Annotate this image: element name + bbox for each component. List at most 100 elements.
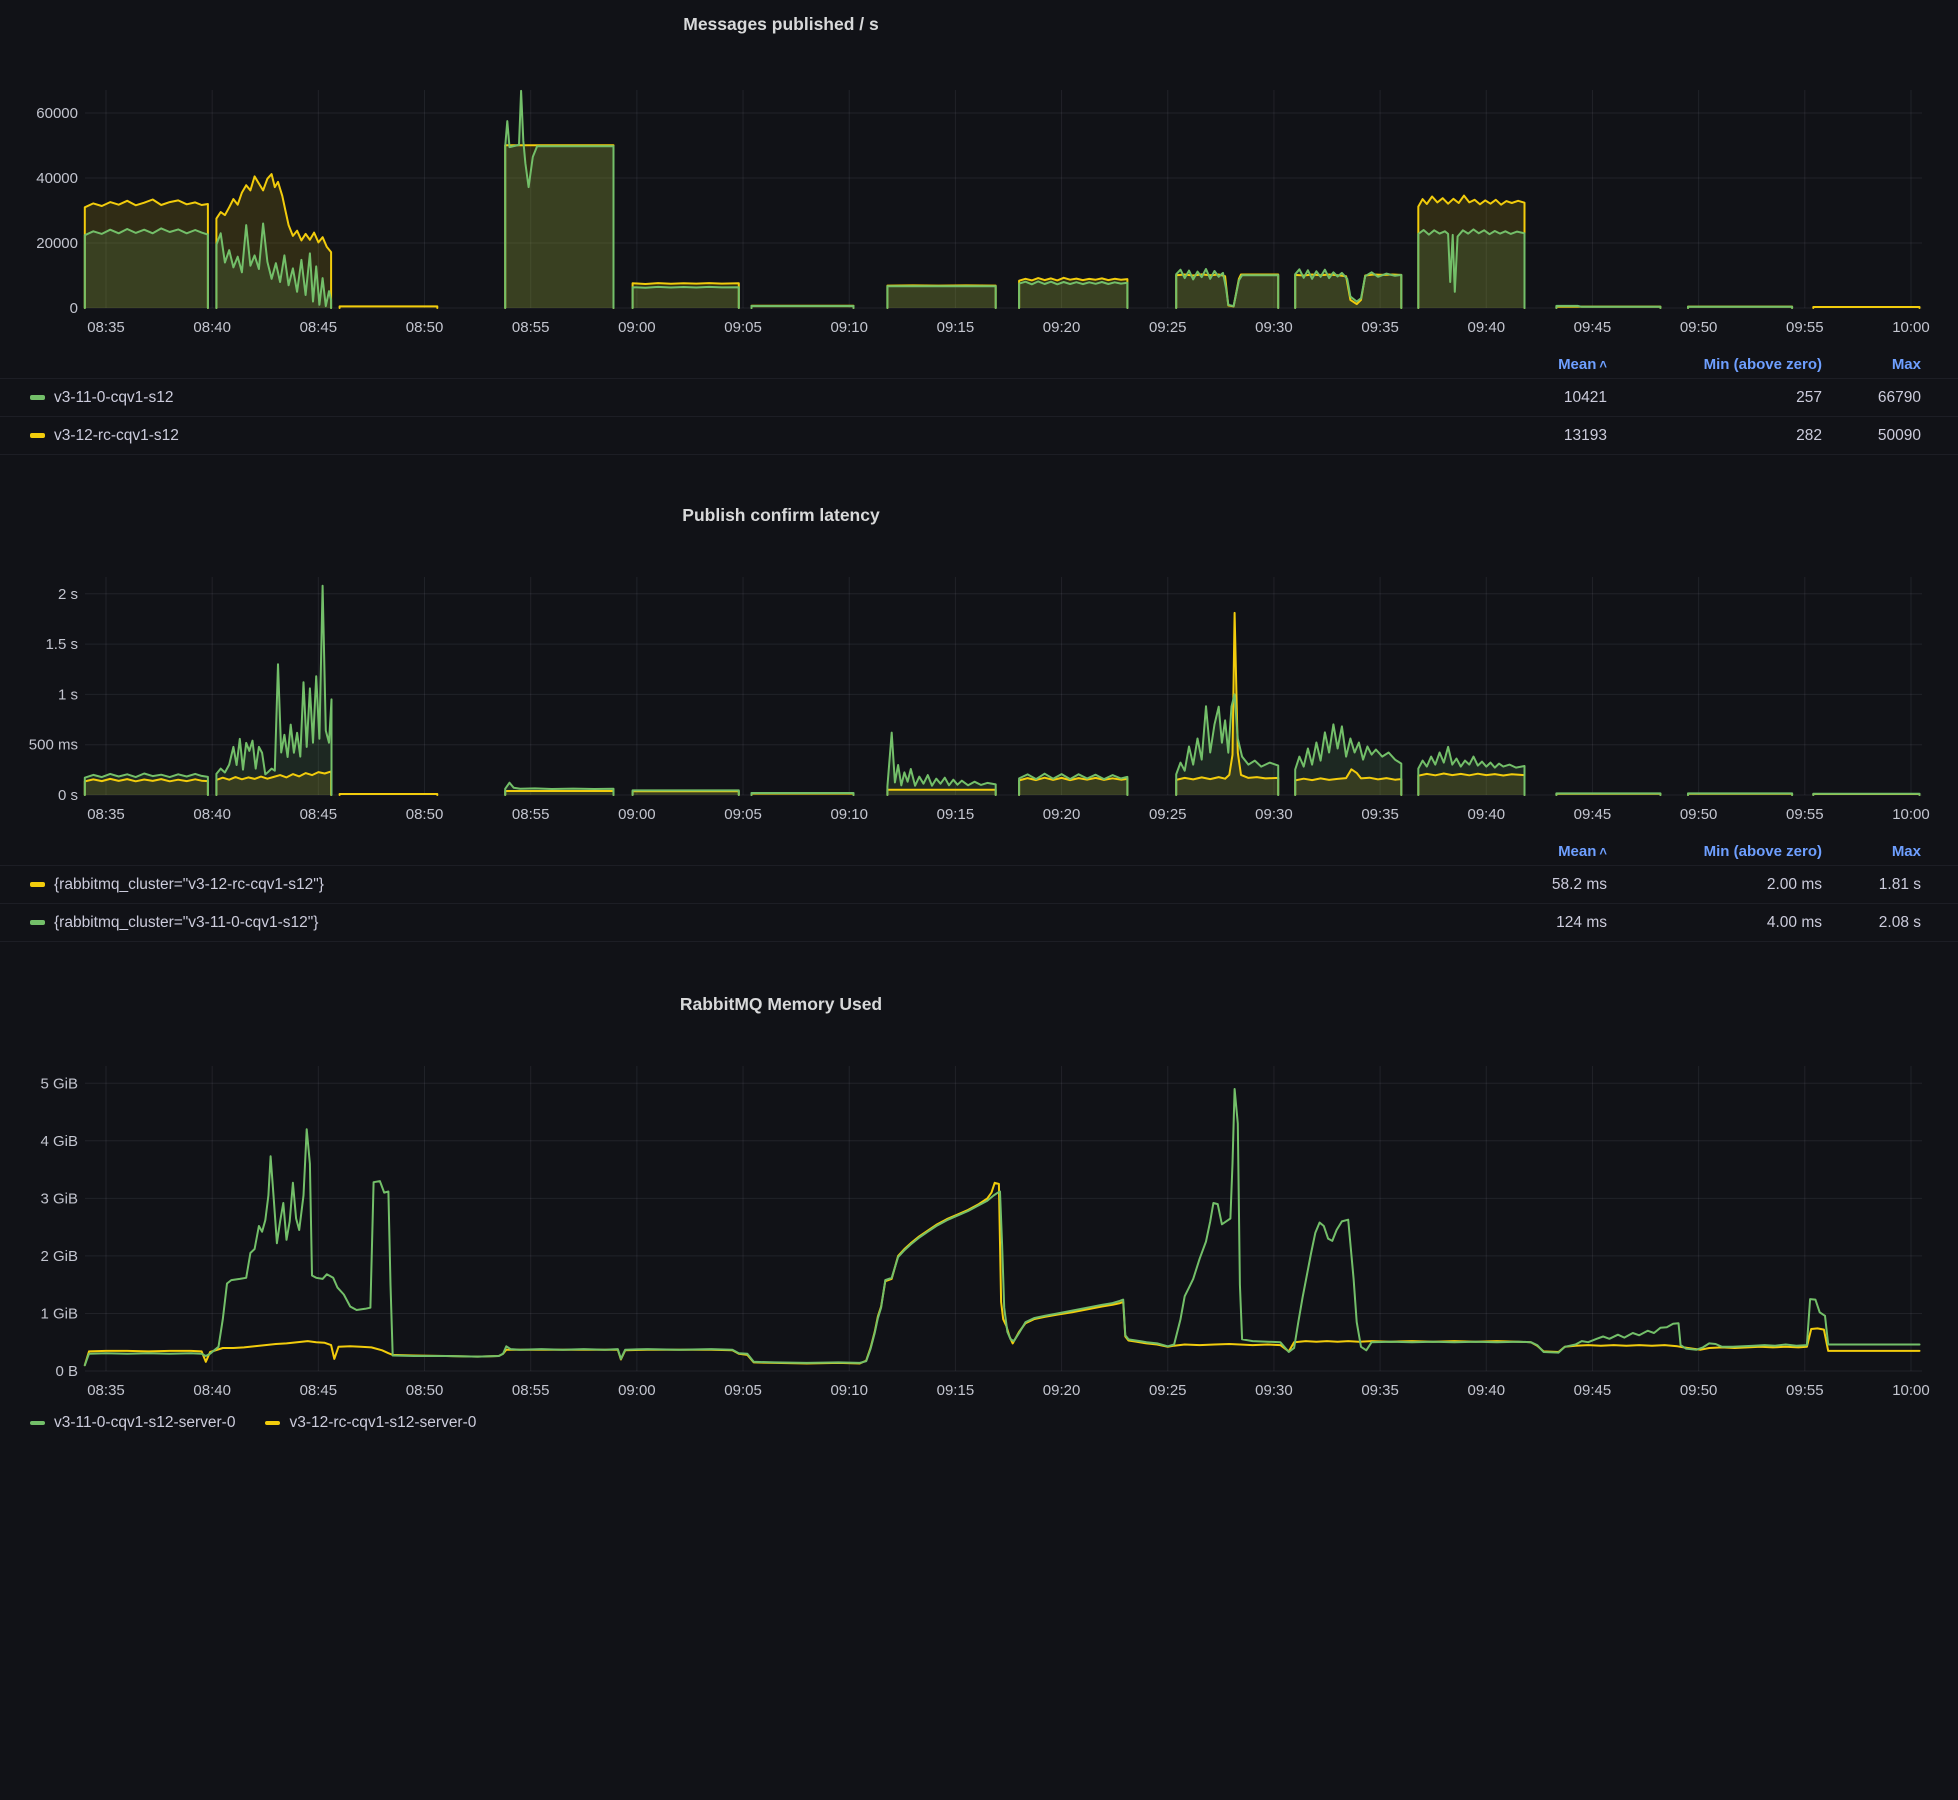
legend-value-max: 2.08 s [1878,913,1921,931]
x-tick-label: 09:00 [618,1382,656,1399]
series-line-v3-12-rc-cqv1-s12 [1417,194,1526,309]
legend-column-mean[interactable]: Mean ˄ [1558,355,1607,373]
x-tick-label: 10:00 [1892,1382,1930,1399]
x-tick-label: 09:50 [1680,1382,1718,1399]
x-tick-label: 08:35 [87,1382,125,1399]
series-fill-rabbitmq_cluster v3-12-rc-cqv1-s12 [84,778,208,795]
series-name: {rabbitmq_cluster="v3-11-0-cqv1-s12"} [54,913,319,931]
x-tick-label: 09:30 [1255,806,1293,823]
series-fill-rabbitmq_cluster v3-12-rc-cqv1-s12 [1295,769,1402,795]
series-line-rabbitmq_cluster v3-11-0-cqv1-s12 [215,584,333,796]
panel-title[interactable]: Publish confirm latency [682,505,880,525]
legend-series-label[interactable]: v3-11-0-cqv1-s12 [30,389,1447,407]
legend-table: Mean ˄ Min (above zero) Max {rabbitmq_cluste… [0,837,1958,942]
x-tick-label: 10:00 [1892,319,1930,336]
panel-title[interactable]: RabbitMQ Memory Used [679,994,883,1014]
series-line-rabbitmq_cluster v3-12-rc-cqv1-s12 [1175,611,1280,796]
x-tick-label: 09:45 [1574,806,1612,823]
y-tick-label: 60000 [36,105,78,122]
series-color-swatch [30,433,45,438]
series-line-rabbitmq_cluster v3-11-0-cqv1-s12 [631,789,740,796]
x-tick-label: 08:40 [193,319,231,336]
x-tick-label: 09:20 [1043,806,1081,823]
x-tick-label: 08:55 [512,806,550,823]
series-fill-v3-12-rc-cqv1-s12 [632,283,739,308]
legend-series-label[interactable]: v3-12-rc-cqv1-s12 [30,427,1447,445]
series-line-rabbitmq_cluster v3-11-0-cqv1-s12 [886,731,997,796]
series-line-v3-11-0-cqv1-s12 [631,285,740,309]
legend-item[interactable]: v3-12-rc-cqv1-s12-server-0 [265,1414,476,1432]
series-line-rabbitmq_cluster v3-11-0-cqv1-s12 [1812,792,1921,796]
series-line-v3-11-0-cqv1-s12 [215,222,333,309]
x-tick-label: 08:45 [300,1382,338,1399]
legend-column-max[interactable]: Max [1891,355,1921,373]
series-line-v3-11-0-cqv1-s12 [1175,268,1280,309]
x-tick-label: 09:40 [1468,319,1506,336]
series-color-swatch [30,1420,45,1426]
rabbitmq-memory-used-chart[interactable]: 0 B 1 GiB 2 GiB 3 GiB 4 GiB 5 GiB 08:35 08:40 08… [0,1044,1958,1402]
legend-value-min: 2.00 ms [1766,875,1822,893]
series-line-v3-12-rc-cqv1-s12 [338,305,439,309]
y-tick-label: 5 GiB [40,1075,78,1092]
x-tick-label: 09:45 [1574,1382,1612,1399]
y-tick-label: 2 GiB [40,1248,78,1265]
series-color-swatch [30,920,45,925]
legend-table: Mean ˄ Min (above zero) Max v3-11-0-cqv1-s12… [0,350,1958,455]
series-fill-rabbitmq_cluster v3-11-0-cqv1-s12 [216,585,332,795]
legend-row: {rabbitmq_cluster="v3-11-0-cqv1-s12"} 124… [0,903,1958,941]
series-line-rabbitmq_cluster v3-11-0-cqv1-s12 [750,792,855,796]
series-line-rabbitmq_cluster v3-11-0-cqv1-s12 [1555,792,1662,796]
legend-column-max[interactable]: Max [1891,842,1921,860]
series-name: v3-11-0-cqv1-s12-server-0 [54,1414,236,1431]
x-tick-label: 09:35 [1361,1382,1399,1399]
series-line-rabbitmq_cluster v3-11-0-cqv1-s12 [504,781,615,796]
series-line-rabbitmq_cluster v3-11-0-cqv1-s12 [83,772,209,796]
x-tick-label: 09:35 [1361,806,1399,823]
legend-value-mean: 124 ms [1556,913,1607,931]
panel-rabbitmq-memory-used: RabbitMQ Memory Used 0 B 1 GiB 2 GiB 3 GiB 4… [0,988,1958,1438]
legend-series-label[interactable]: {rabbitmq_cluster="v3-11-0-cqv1-s12"} [30,914,1447,932]
x-tick-label: 09:00 [618,319,656,336]
series-fill-rabbitmq_cluster v3-11-0-cqv1-s12 [887,732,996,795]
x-tick-label: 09:45 [1574,319,1612,336]
series-line-rabbitmq_cluster v3-11-0-cqv1-s12 [1018,772,1129,796]
legend-item[interactable]: v3-11-0-cqv1-s12-server-0 [30,1414,235,1432]
messages-published-chart[interactable]: 0 20000 40000 60000 08:35 08:40 08:45 08:50 08:5… [0,68,1958,346]
legend-column-min-above-zero-[interactable]: Min (above zero) [1703,355,1822,373]
legend-column-mean[interactable]: Mean ˄ [1558,842,1607,860]
x-tick-label: 08:40 [193,806,231,823]
legend-row: v3-12-rc-cqv1-s12 13193 282 50090 [0,416,1958,454]
x-tick-label: 09:30 [1255,319,1293,336]
series-line-v3-11-0-cqv1-s12 [1417,228,1526,309]
x-tick-label: 09:05 [724,319,762,336]
x-tick-label: 08:35 [87,319,125,336]
series-fill-v3-12-rc-cqv1-s12 [887,285,996,308]
series-line-v3-11-0-cqv1-s12 [1555,304,1662,309]
series-line-rabbitmq_cluster v3-12-rc-cqv1-s12 [338,793,439,796]
x-tick-label: 09:25 [1149,1382,1187,1399]
y-tick-label: 1.5 s [45,636,78,653]
publish-confirm-latency-chart[interactable]: 0 s 500 ms 1 s 1.5 s 2 s 08:35 08:40 08:45 08:50… [0,555,1958,833]
panel-title[interactable]: Messages published / s [683,14,879,34]
series-line-rabbitmq_cluster v3-12-rc-cqv1-s12 [83,777,209,796]
y-tick-label: 4 GiB [40,1133,78,1150]
series-fill-v3-12-rc-cqv1-s12 [505,145,614,308]
x-tick-label: 09:30 [1255,1382,1293,1399]
series-fill-v3-11-0-cqv1-s12 [1418,229,1525,308]
series-color-swatch [30,395,45,400]
legend-header: Mean ˄ Min (above zero) Max [0,350,1958,378]
series-fill-v3-11-0-cqv1-s12 [1176,269,1279,308]
series-fill-v3-11-0-cqv1-s12 [632,286,739,308]
x-tick-label: 09:55 [1786,319,1824,336]
series-color-swatch [265,1420,281,1426]
series-fill-rabbitmq_cluster v3-12-rc-cqv1-s12 [1019,777,1128,795]
y-tick-label: 2 s [58,586,78,603]
series-name: v3-12-rc-cqv1-s12 [54,426,179,444]
x-tick-label: 08:55 [512,319,550,336]
x-tick-label: 09:00 [618,806,656,823]
series-fill-v3-12-rc-cqv1-s12 [1019,277,1128,308]
legend-series-label[interactable]: {rabbitmq_cluster="v3-12-rc-cqv1-s12"} [30,876,1447,894]
series-fill-rabbitmq_cluster v3-12-rc-cqv1-s12 [887,789,996,795]
y-tick-label: 1 s [58,686,78,703]
legend-column-min-above-zero-[interactable]: Min (above zero) [1703,842,1822,860]
